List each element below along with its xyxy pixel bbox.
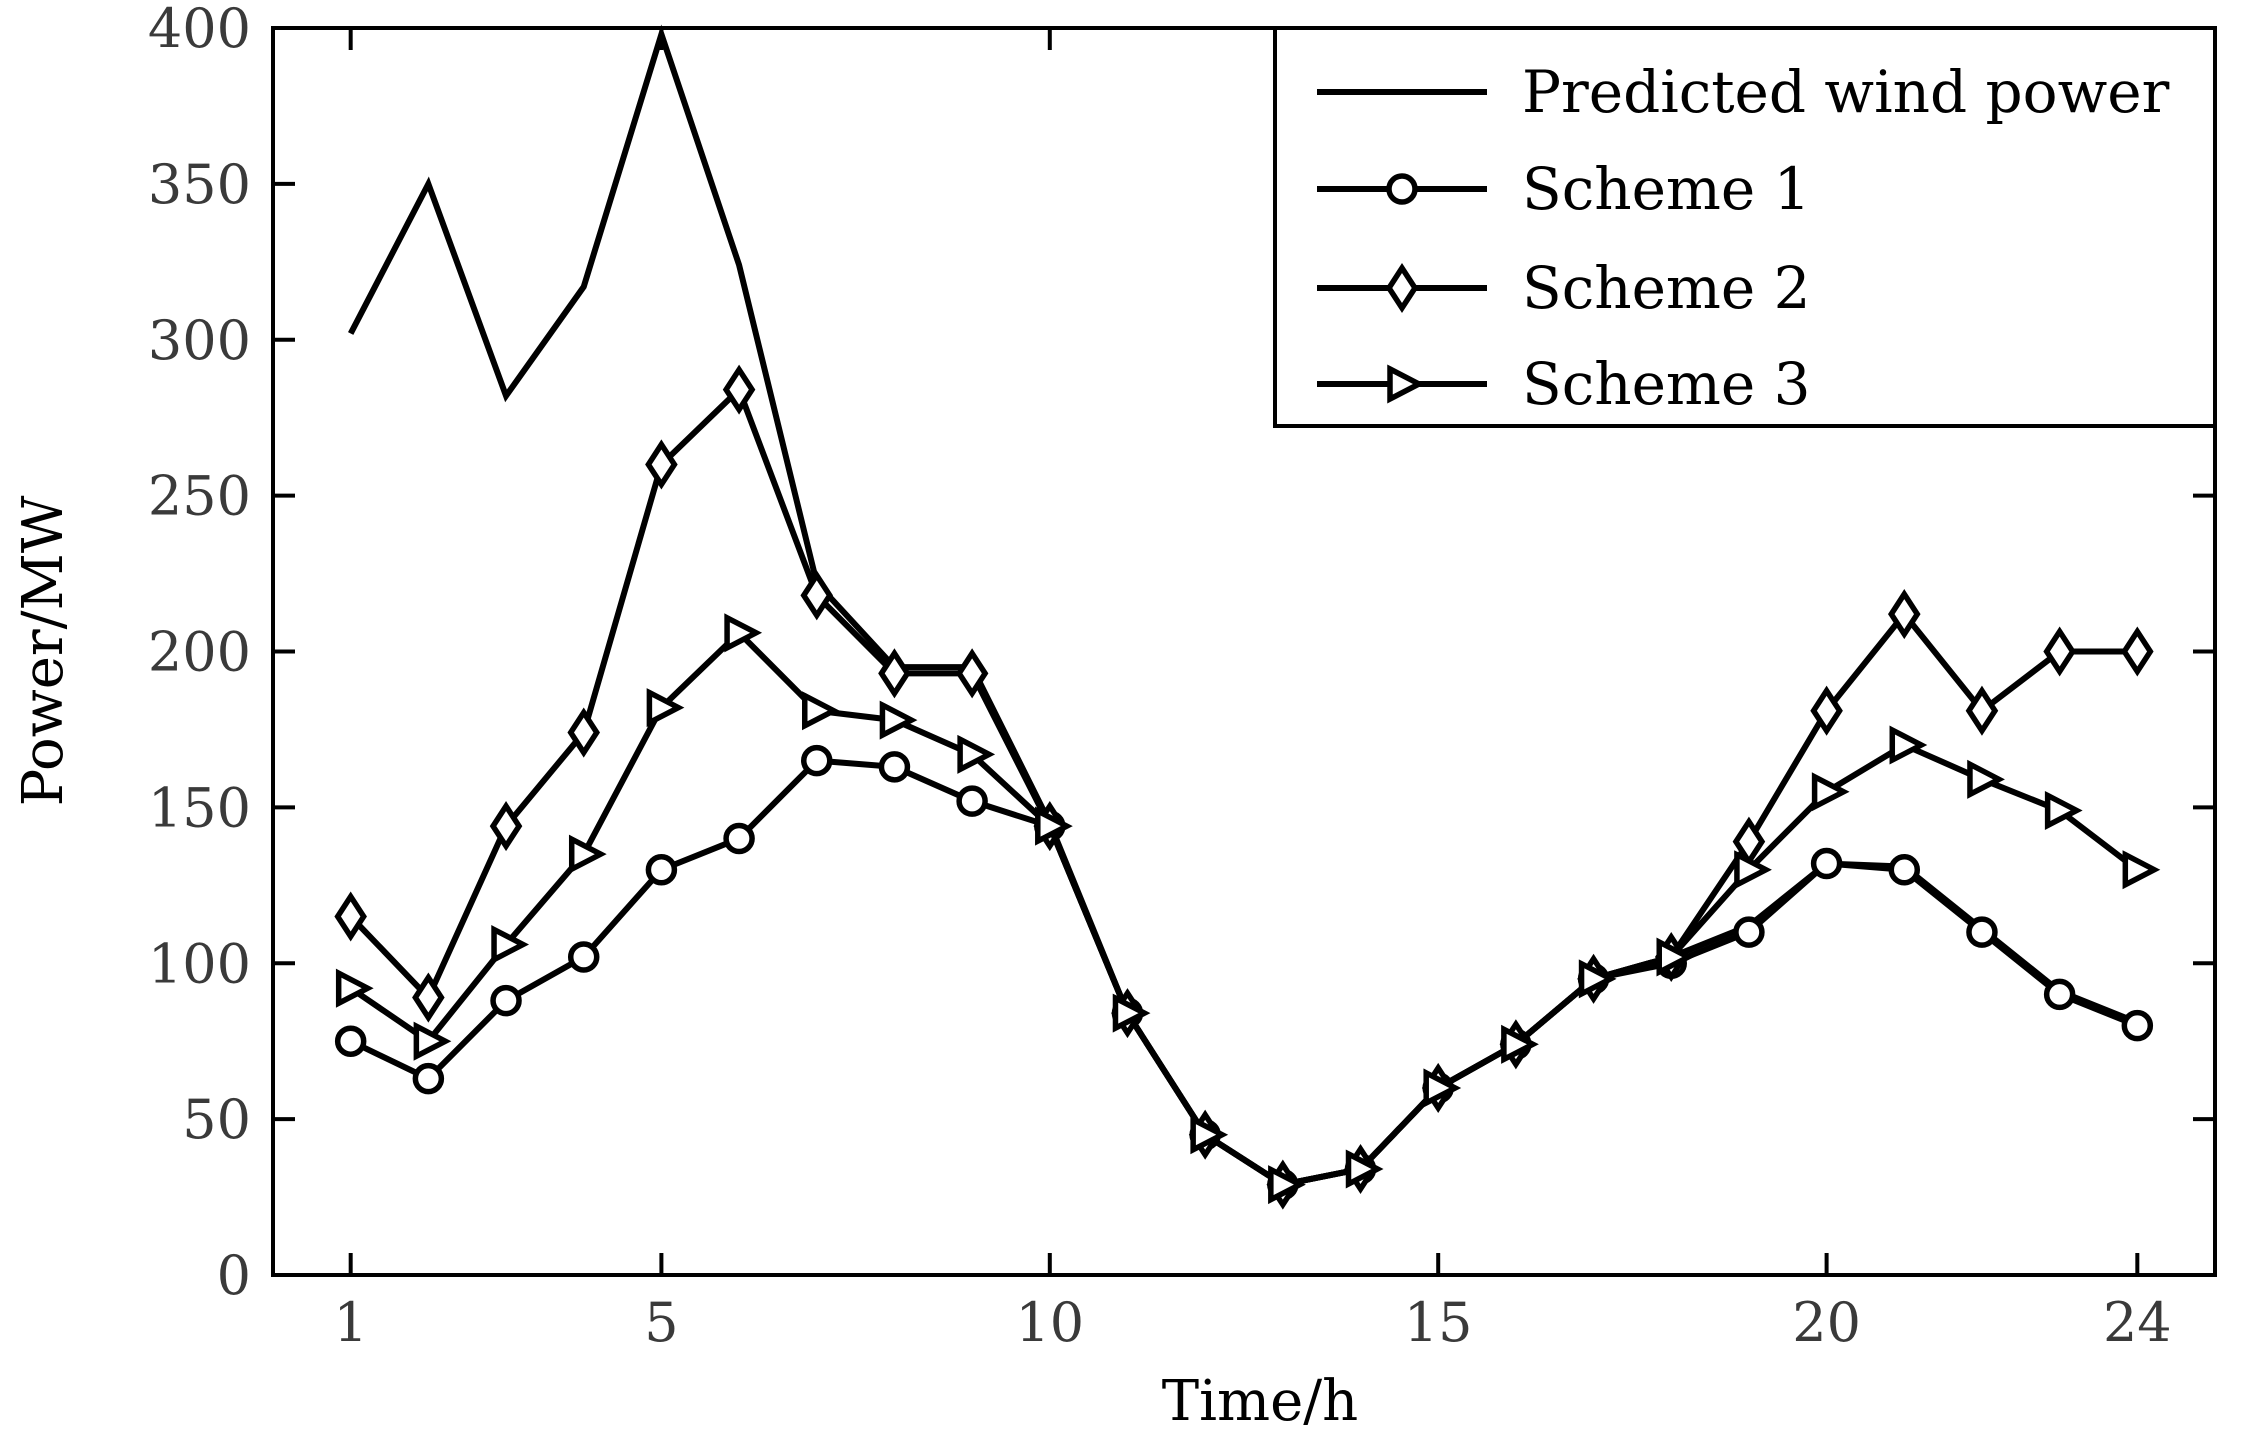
y-tick-labels: 0 50 100 150 200 250 300 350 400 [148,0,251,1307]
legend: Predicted wind power Scheme 1 Scheme 2 Sche… [1275,28,2215,426]
legend-label-2: Scheme 2 [1522,254,1811,322]
data-point-1-2 [493,988,519,1014]
data-point-1-6 [804,748,830,774]
data-point-1-21 [1969,919,1995,945]
y-tick-label: 400 [148,0,251,60]
data-point-1-0 [338,1028,364,1054]
data-point-1-4 [648,857,674,883]
data-point-1-19 [1814,850,1840,876]
data-point-1-7 [881,754,907,780]
y-tick-label: 200 [148,621,251,684]
x-tick-label: 10 [1015,1291,1084,1354]
y-tick-label: 350 [148,153,251,216]
x-tick-label: 1 [334,1291,368,1354]
x-tick-labels: 1 5 10 15 20 24 [334,1291,2172,1354]
legend-marker-1 [1389,176,1415,202]
legend-label-3: Scheme 3 [1522,350,1811,418]
x-tick-label: 24 [2103,1291,2172,1354]
y-tick-label: 50 [182,1088,251,1151]
y-tick-label: 100 [148,932,251,995]
data-point-1-23 [2124,1013,2150,1039]
x-axis-title: Time/h [1162,1369,1358,1434]
x-tick-label: 5 [644,1291,678,1354]
x-tick-label: 20 [1792,1291,1861,1354]
data-point-1-5 [726,826,752,852]
y-tick-label: 150 [148,776,251,839]
data-point-1-8 [959,788,985,814]
data-point-1-3 [571,944,597,970]
y-tick-label: 0 [217,1244,251,1307]
data-point-1-1 [415,1066,441,1092]
data-point-1-22 [2047,981,2073,1007]
x-tick-label: 15 [1404,1291,1473,1354]
data-point-1-18 [1736,919,1762,945]
y-tick-label: 250 [148,465,251,528]
y-tick-label: 300 [148,309,251,372]
legend-label-1: Scheme 1 [1522,155,1811,223]
legend-label-0: Predicted wind power [1522,58,2170,126]
y-axis-title: Power/MW [11,495,76,806]
data-point-1-20 [1891,857,1917,883]
line-chart: 050100150200250300350400 1 5 10 15 20 24 Pred… [0,0,2259,1444]
